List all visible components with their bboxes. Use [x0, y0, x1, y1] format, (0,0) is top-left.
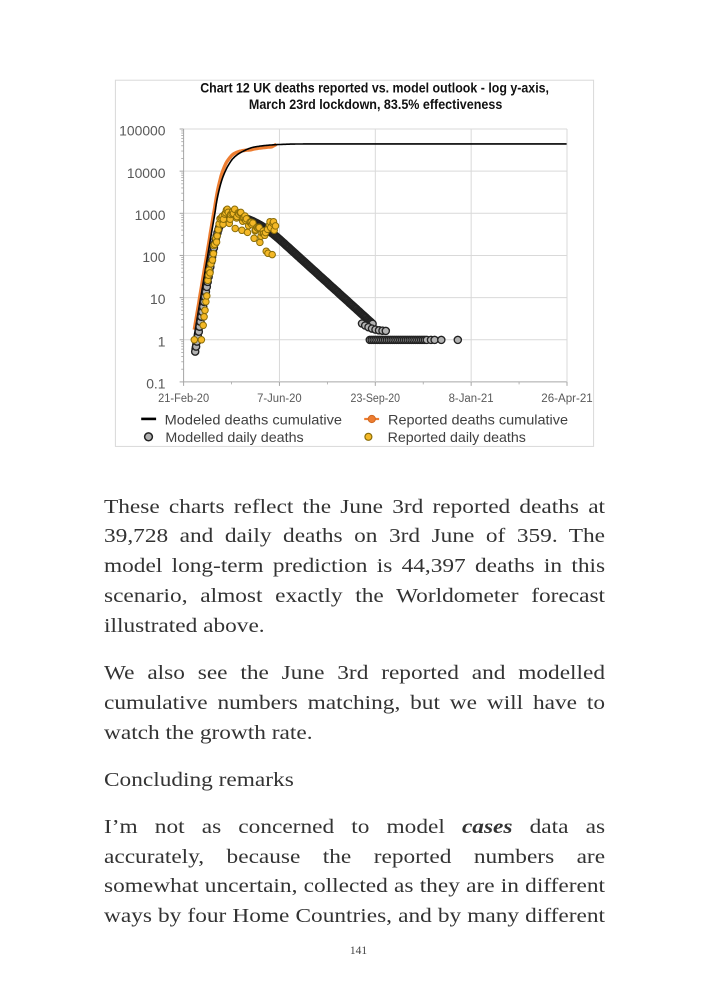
- svg-text:26-Apr-21: 26-Apr-21: [541, 393, 593, 405]
- svg-text:10: 10: [150, 291, 166, 307]
- svg-text:1000: 1000: [135, 207, 166, 223]
- svg-text:100: 100: [142, 249, 165, 265]
- svg-text:Modeled deaths cumulative: Modeled deaths cumulative: [165, 411, 343, 427]
- svg-text:8-Jan-21: 8-Jan-21: [449, 393, 494, 405]
- svg-text:Modelled daily deaths: Modelled daily deaths: [165, 429, 303, 445]
- svg-text:100000: 100000: [119, 123, 166, 139]
- svg-text:23-Sep-20: 23-Sep-20: [351, 393, 401, 405]
- svg-text:0.1: 0.1: [146, 376, 166, 392]
- svg-text:March 23rd lockdown, 83.5% eff: March 23rd lockdown, 83.5% effectiveness: [249, 97, 502, 112]
- svg-text:Reported daily deaths: Reported daily deaths: [388, 429, 526, 445]
- svg-text:Reported deaths cumulative: Reported deaths cumulative: [388, 411, 568, 427]
- svg-text:1: 1: [158, 333, 166, 349]
- svg-text:7-Jun-20: 7-Jun-20: [257, 393, 302, 405]
- svg-text:10000: 10000: [127, 165, 166, 181]
- svg-text:21-Feb-20: 21-Feb-20: [158, 393, 209, 405]
- svg-text:Chart 12 UK deaths reported vs: Chart 12 UK deaths reported vs. model ou…: [200, 81, 549, 96]
